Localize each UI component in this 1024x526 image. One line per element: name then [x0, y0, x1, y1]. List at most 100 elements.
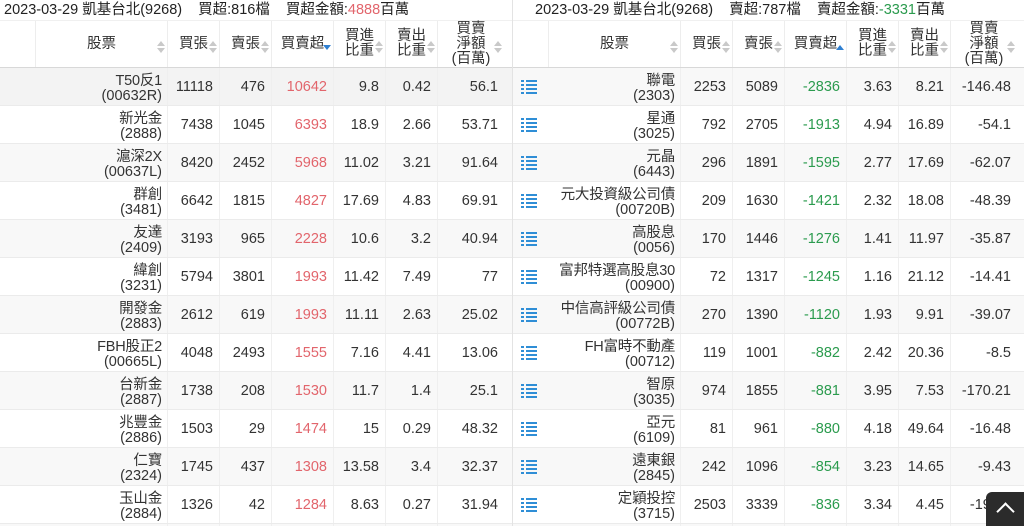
table-row[interactable]: T50反1 (00632R) 11118 476 10642 9.8 0.42 56.1 [0, 68, 512, 106]
table-row[interactable]: 聯電 (2303) 2253 5089 -2836 3.63 8.21 -146.48 [513, 68, 1024, 106]
stock-name-cell[interactable]: 中信高評級公司債 (00772B) [549, 296, 681, 333]
header-sell-lots[interactable]: 賣張 [220, 21, 272, 67]
stock-name-cell[interactable]: 仁寶 (2324) [36, 448, 168, 485]
table-row[interactable]: 富邦特選高股息30 (00900) 72 1317 -1245 1.16 21.12 -14.… [513, 258, 1024, 296]
header-buy-lots-right[interactable]: 買張 [681, 21, 733, 67]
scroll-to-top-button[interactable] [986, 492, 1024, 526]
stock-name-cell[interactable]: 遠東銀 (2845) [549, 448, 681, 485]
stock-name-cell[interactable]: 富邦特選高股息30 (00900) [549, 258, 681, 295]
row-detail-icon-cell[interactable] [513, 144, 549, 181]
sort-icon-net-right[interactable] [836, 40, 844, 54]
header-buy-ratio-right[interactable]: 買進 比重 [847, 21, 899, 67]
row-detail-icon-cell[interactable] [513, 448, 549, 485]
header-sell-ratio[interactable]: 賣出 比重 [386, 21, 438, 67]
row-detail-icon-cell[interactable] [513, 296, 549, 333]
list-icon[interactable] [521, 345, 537, 360]
sort-icon-net-amount[interactable] [494, 40, 502, 54]
header-stock[interactable]: 股票 [36, 21, 168, 67]
stock-name-cell[interactable]: 智原 (3035) [549, 372, 681, 409]
stock-name-cell[interactable]: 中信金(2891) [36, 524, 168, 526]
list-icon[interactable] [521, 79, 537, 94]
table-row[interactable]: 開發金 (2883) 2612 619 1993 11.11 2.63 25.02 [0, 296, 512, 334]
stock-name-cell[interactable]: 高股息 (0056) [549, 220, 681, 257]
row-detail-icon-cell[interactable] [513, 258, 549, 295]
sort-icon-sell-lots-right[interactable] [774, 40, 782, 54]
sort-icon-buy-ratio-right[interactable] [888, 40, 896, 54]
stock-name-cell[interactable]: 群創 (3481) [36, 182, 168, 219]
table-row[interactable]: 高股息 (0056) 170 1446 -1276 1.41 11.97 -35.87 [513, 220, 1024, 258]
table-row[interactable]: 仁寶 (2324) 1745 437 1308 13.58 3.4 32.37 [0, 448, 512, 486]
sort-icon-buy-lots[interactable] [209, 40, 217, 54]
row-detail-icon-cell[interactable] [513, 220, 549, 257]
stock-name-cell[interactable]: 緯創 (3231) [36, 258, 168, 295]
list-icon[interactable] [521, 307, 537, 322]
stock-name-cell[interactable]: 星通 (3025) [549, 106, 681, 143]
list-icon[interactable] [521, 117, 537, 132]
row-detail-icon-cell[interactable] [513, 106, 549, 143]
list-icon[interactable] [521, 497, 537, 512]
table-row[interactable]: 台新金 (2887) 1738 208 1530 11.7 1.4 25.1 [0, 372, 512, 410]
row-detail-icon-cell[interactable] [513, 372, 549, 409]
stock-name-cell[interactable]: FBH股正2 (00665L) [36, 334, 168, 371]
header-stock-right[interactable]: 股票 [549, 21, 681, 67]
sort-icon-net-amount-right[interactable] [1007, 40, 1015, 54]
list-icon[interactable] [521, 383, 537, 398]
sort-icon-sell-ratio-right[interactable] [940, 40, 948, 54]
sort-icon-buy-lots-right[interactable] [722, 40, 730, 54]
list-icon[interactable] [521, 155, 537, 170]
stock-name-cell[interactable]: 定穎投控 (3715) [549, 486, 681, 523]
table-row[interactable]: 亞元 (6109) 81 961 -880 4.18 49.64 -16.48 [513, 410, 1024, 448]
header-sell-lots-right[interactable]: 賣張 [733, 21, 785, 67]
row-detail-icon-cell[interactable] [513, 334, 549, 371]
stock-name-cell[interactable]: FH富時不動產 (00712) [549, 334, 681, 371]
header-sell-ratio-right[interactable]: 賣出 比重 [899, 21, 951, 67]
stock-name-cell[interactable]: 滬深2X (00637L) [36, 144, 168, 181]
stock-name-cell[interactable]: 元晶 (6443) [549, 144, 681, 181]
sort-icon-sell-lots[interactable] [261, 40, 269, 54]
header-net-amount[interactable]: 買賣 淨額 (百萬) [438, 21, 504, 67]
list-icon[interactable] [521, 231, 537, 246]
table-row[interactable]: 中信高評級公司債 (00772B) 270 1390 -1120 1.93 9.91 -39.… [513, 296, 1024, 334]
row-detail-icon-cell[interactable] [513, 182, 549, 219]
stock-name-cell[interactable]: 台新金 (2887) [36, 372, 168, 409]
row-detail-icon-cell[interactable] [513, 410, 549, 447]
table-row[interactable]: 友達 (2409) 3193 965 2228 10.6 3.2 40.94 [0, 220, 512, 258]
table-row[interactable]: FH富時不動產 (00712) 119 1001 -882 2.42 20.36 -8.5 [513, 334, 1024, 372]
stock-name-cell[interactable]: 友達 (2409) [36, 220, 168, 257]
list-icon[interactable] [521, 193, 537, 208]
stock-name-cell[interactable]: 亞元 (6109) [549, 410, 681, 447]
table-row[interactable]: 新光金 (2888) 7438 1045 6393 18.9 2.66 53.71 [0, 106, 512, 144]
stock-name-cell[interactable]: T50反1 (00632R) [36, 68, 168, 105]
stock-name-cell[interactable]: 兆豐金 (2886) [36, 410, 168, 447]
header-buy-lots[interactable]: 買張 [168, 21, 220, 67]
list-icon[interactable] [521, 421, 537, 436]
list-icon[interactable] [521, 269, 537, 284]
header-net[interactable]: 買賣超 [272, 21, 334, 67]
table-row[interactable]: 群創 (3481) 6642 1815 4827 17.69 4.83 69.91 [0, 182, 512, 220]
table-row[interactable]: 智原 (3035) 974 1855 -881 3.95 7.53 -170.21 [513, 372, 1024, 410]
header-buy-ratio[interactable]: 買進 比重 [334, 21, 386, 67]
stock-name-cell[interactable]: 元大投資級公司債 (00720B) [549, 182, 681, 219]
sort-icon-stock-right[interactable] [670, 40, 678, 54]
table-row[interactable]: 遠東銀 (2845) 242 1096 -854 3.23 14.65 -9.43 [513, 448, 1024, 486]
row-detail-icon-cell[interactable] [513, 486, 549, 523]
sort-icon-buy-ratio[interactable] [375, 40, 383, 54]
table-row[interactable]: 滬深2X (00637L) 8420 2452 5968 11.02 3.21 91.64 [0, 144, 512, 182]
table-row[interactable]: 星通 (3025) 792 2705 -1913 4.94 16.89 -54.1 [513, 106, 1024, 144]
list-icon[interactable] [521, 459, 537, 474]
table-row[interactable]: 玉山金 (2884) 1326 42 1284 8.63 0.27 31.94 [0, 486, 512, 524]
sort-icon-stock[interactable] [157, 40, 165, 54]
header-net-amount-right[interactable]: 買賣 淨額 (百萬) [951, 21, 1017, 67]
table-row[interactable]: 兆豐金 (2886) 1503 29 1474 15 0.29 48.32 [0, 410, 512, 448]
table-row[interactable]: FBH股正2 (00665L) 4048 2493 1555 7.16 4.41 13.06 [0, 334, 512, 372]
sort-icon-net[interactable] [323, 40, 331, 54]
table-row[interactable]: 富邦台灣半導體(00892)37860-8230.8720.15-9.88 [513, 524, 1024, 526]
stock-name-cell[interactable]: 聯電 (2303) [549, 68, 681, 105]
stock-name-cell[interactable]: 開發金 (2883) [36, 296, 168, 333]
table-row[interactable]: 元晶 (6443) 296 1891 -1595 2.77 17.69 -62.07 [513, 144, 1024, 182]
table-row[interactable]: 緯創 (3231) 5794 3801 1993 11.42 7.49 77 [0, 258, 512, 296]
sort-icon-sell-ratio[interactable] [427, 40, 435, 54]
stock-name-cell[interactable]: 富邦台灣半導體(00892) [549, 524, 681, 526]
table-row[interactable]: 元大投資級公司債 (00720B) 209 1630 -1421 2.32 18.08 -48… [513, 182, 1024, 220]
